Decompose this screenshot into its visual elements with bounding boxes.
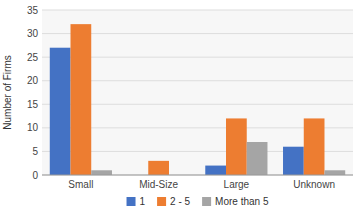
bar xyxy=(50,48,71,175)
bar xyxy=(148,161,169,175)
bar xyxy=(205,166,226,175)
x-tick-label: Mid-Size xyxy=(139,179,178,190)
legend-swatch xyxy=(157,197,166,206)
y-tick-label: 35 xyxy=(27,5,39,16)
y-tick-label: 25 xyxy=(27,52,39,63)
bar xyxy=(283,147,304,175)
y-tick-label: 20 xyxy=(27,75,39,86)
chart: 0 5 10 15 20 25 30 35 Number of Firms Small Mid-Si… xyxy=(0,0,361,217)
y-tick-label: 10 xyxy=(27,122,39,133)
legend-swatch xyxy=(202,197,211,206)
legend: 1 2 - 5 More than 5 xyxy=(127,196,269,207)
grid-line xyxy=(42,175,353,176)
bar xyxy=(226,118,247,175)
y-tick-label: 5 xyxy=(32,146,38,157)
y-axis-label: Number of Firms xyxy=(2,55,13,129)
bar xyxy=(247,142,268,175)
plot-background xyxy=(42,10,353,175)
bar xyxy=(304,118,325,175)
bar xyxy=(71,24,92,175)
x-tick-label: Large xyxy=(224,179,250,190)
grid-line xyxy=(42,10,353,11)
y-tick-label: 30 xyxy=(27,28,39,39)
y-tick-label: 15 xyxy=(27,99,39,110)
bar xyxy=(324,170,345,175)
x-tick-label: Small xyxy=(68,179,93,190)
legend-swatch xyxy=(127,197,136,206)
legend-label: More than 5 xyxy=(215,196,269,207)
bar xyxy=(91,170,112,175)
legend-label: 1 xyxy=(140,196,146,207)
bars xyxy=(50,24,345,175)
x-axis-line xyxy=(42,175,353,176)
x-tick-label: Unknown xyxy=(293,179,335,190)
legend-label: 2 - 5 xyxy=(170,196,190,207)
y-tick-label: 0 xyxy=(32,170,38,181)
